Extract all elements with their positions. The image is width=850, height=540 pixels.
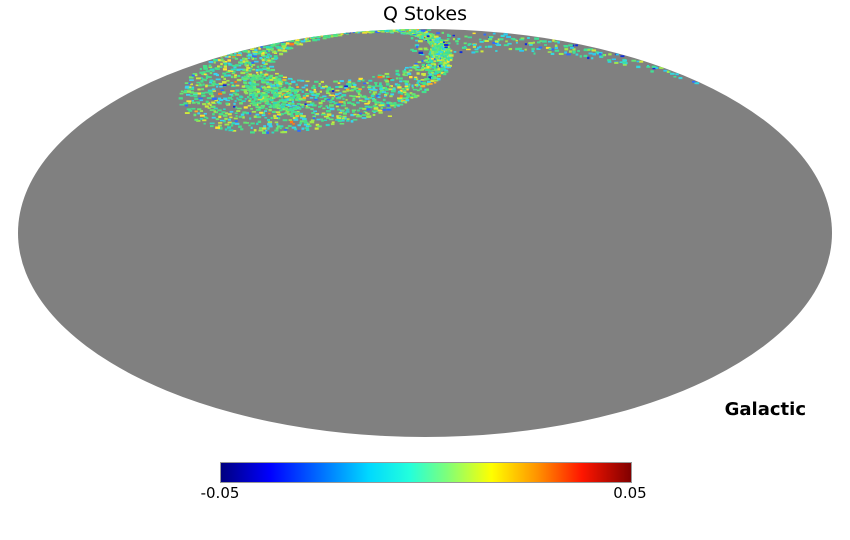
plot-title: Q Stokes <box>382 3 468 25</box>
colorbar-max-label: 0.05 <box>613 484 647 502</box>
unseen-sky-ellipse <box>18 29 832 437</box>
coordinate-system-label: Galactic <box>724 399 806 420</box>
colorbar-min-label: -0.05 <box>200 484 240 502</box>
colorbar <box>220 462 632 483</box>
